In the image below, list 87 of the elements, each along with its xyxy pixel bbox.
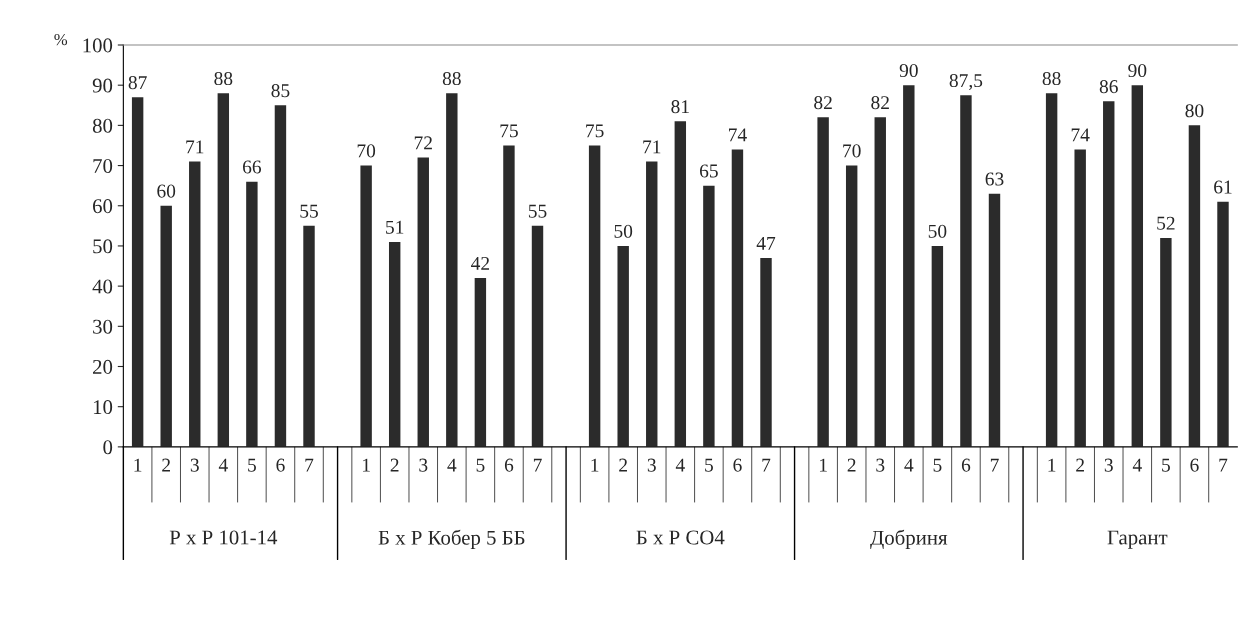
data-label: 66 — [243, 160, 262, 174]
data-label: 52 — [1157, 216, 1175, 230]
x-tick-label: 4 — [1132, 458, 1142, 472]
data-label: 70 — [843, 144, 861, 158]
data-label: 82 — [814, 96, 832, 110]
x-tick-label: 7 — [305, 458, 314, 472]
text: Б х Р Кобер 5 ББ — [378, 529, 525, 549]
x-tick-label: 3 — [190, 458, 199, 472]
x-tick-label: 4 — [218, 458, 228, 472]
x-tick-label: 5 — [476, 458, 485, 472]
data-label: 50 — [928, 224, 947, 238]
text: Р х Р 101-14 — [169, 530, 278, 545]
x-tick-label: 1 — [819, 458, 827, 472]
y-tick-label: 0 — [103, 440, 113, 455]
x-tick-label: 7 — [762, 458, 771, 472]
x-tick-label: 4 — [675, 458, 685, 472]
x-tick-label: 5 — [1162, 458, 1170, 472]
x-tick-label: 1 — [591, 458, 599, 472]
x-tick-label: 2 — [619, 458, 627, 472]
data-label: 85 — [271, 84, 290, 98]
data-label: 74 — [729, 128, 747, 142]
data-label: 51 — [386, 220, 404, 234]
x-tick-label: 6 — [504, 458, 514, 472]
x-tick-label: 5 — [705, 458, 713, 472]
x-tick-label: 5 — [248, 458, 256, 472]
x-tick-label: 1 — [1048, 458, 1056, 472]
data-label: 88 — [1042, 71, 1061, 86]
data-label: 82 — [871, 96, 889, 110]
data-label: 71 — [643, 140, 661, 154]
data-label: 63 — [985, 172, 1004, 186]
text: Б х Р СО4 — [636, 530, 725, 545]
x-tick-label: 1 — [134, 458, 142, 472]
data-label: 55 — [300, 204, 318, 218]
data-label: 55 — [528, 204, 547, 218]
data-label: 65 — [699, 164, 718, 178]
x-tick-label: 1 — [362, 458, 370, 472]
x-tick-label: 3 — [876, 458, 885, 472]
data-label: 71 — [186, 140, 204, 154]
x-tick-label: 2 — [847, 458, 856, 472]
text: Гарант — [1107, 530, 1168, 549]
x-tick-label: 5 — [933, 458, 942, 472]
x-tick-label: 2 — [162, 458, 170, 472]
data-label: 72 — [414, 136, 432, 150]
data-label: 88 — [442, 71, 461, 86]
x-tick-label: 4 — [904, 458, 914, 472]
y-tick-label: 10 — [93, 400, 113, 415]
y-tick-label: 80 — [92, 118, 113, 133]
x-tick-label: 7 — [1219, 458, 1228, 472]
data-label: 86 — [1099, 80, 1118, 94]
data-label: 47 — [756, 236, 776, 250]
y-tick-label: 70 — [93, 158, 113, 173]
x-tick-label: 7 — [533, 458, 542, 472]
x-tick-label: 3 — [1104, 458, 1113, 472]
data-label: 75 — [500, 124, 518, 138]
data-label: 87,5 — [949, 74, 983, 90]
x-tick-label: 2 — [390, 458, 399, 472]
data-label: 87 — [128, 76, 147, 90]
y-tick-label: 40 — [92, 279, 113, 294]
y-tick-label: 60 — [93, 199, 113, 214]
data-label: 42 — [471, 256, 490, 270]
text: Добриня — [870, 529, 948, 549]
x-tick-label: 6 — [961, 458, 971, 472]
y-tick-label: 30 — [93, 319, 113, 334]
x-tick-label: 6 — [1190, 458, 1199, 472]
y-tick-label: 50 — [93, 239, 113, 254]
x-tick-label: 2 — [1076, 458, 1084, 472]
data-label: 50 — [614, 224, 633, 238]
x-tick-label: 6 — [276, 458, 285, 472]
y-tick-label: 100 — [83, 38, 113, 53]
y-axis-title: % — [54, 33, 68, 46]
data-label: 70 — [357, 144, 376, 158]
data-label: 61 — [1214, 180, 1232, 194]
data-label: 74 — [1071, 128, 1090, 142]
data-label: 90 — [1128, 63, 1147, 78]
data-label: 80 — [1185, 104, 1204, 118]
y-tick-label: 20 — [93, 359, 113, 374]
x-tick-label: 4 — [447, 458, 457, 472]
data-label: 60 — [157, 184, 176, 198]
data-label: 88 — [214, 71, 233, 86]
data-label: 90 — [899, 63, 918, 78]
x-tick-label: 6 — [733, 458, 742, 472]
x-tick-label: 3 — [419, 458, 428, 472]
x-tick-label: 7 — [990, 458, 999, 472]
y-tick-label: 90 — [92, 78, 113, 93]
data-label: 75 — [586, 124, 604, 138]
data-label: 81 — [671, 100, 689, 114]
x-tick-label: 3 — [647, 458, 656, 472]
